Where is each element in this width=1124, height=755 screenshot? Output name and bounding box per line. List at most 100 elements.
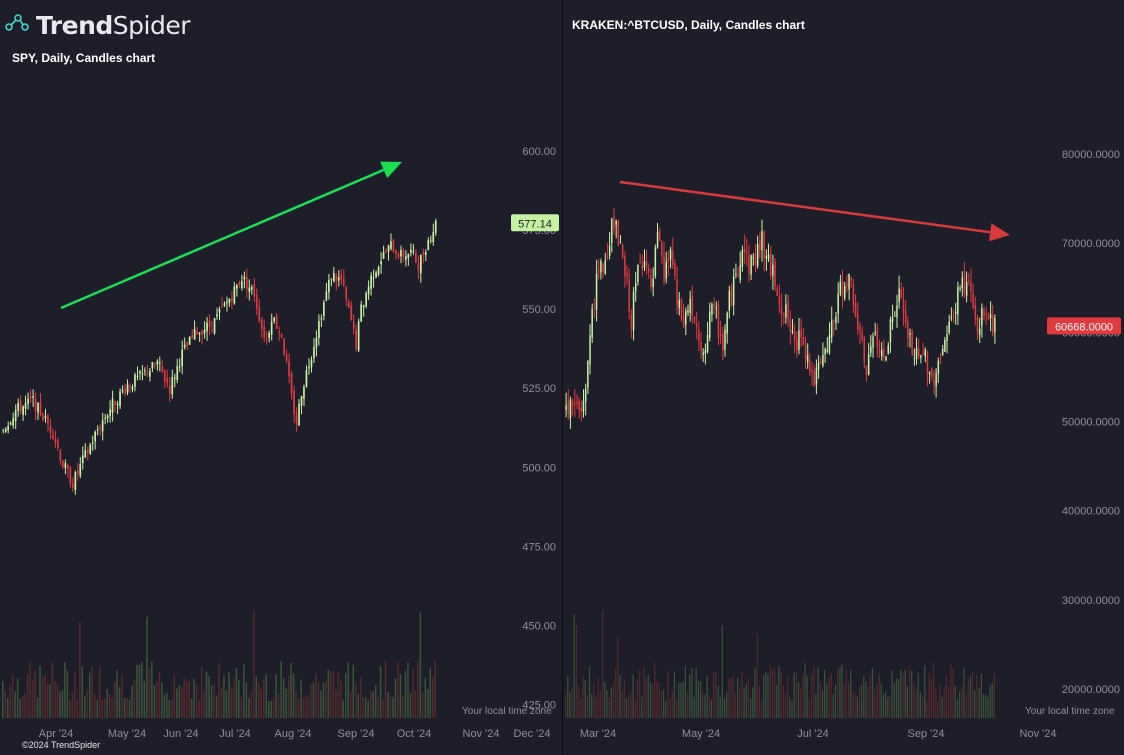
volume-bar bbox=[123, 697, 126, 718]
volume-bar bbox=[66, 671, 69, 718]
candle-body bbox=[126, 384, 129, 393]
candle-body bbox=[922, 353, 924, 355]
btc-chart-title: KRAKEN:^BTCUSD, Daily, Candles chart bbox=[572, 18, 805, 32]
volume-bar bbox=[96, 700, 98, 718]
volume-bar bbox=[71, 692, 74, 718]
candle-body bbox=[743, 248, 746, 252]
candle-body bbox=[139, 371, 141, 374]
candle-body bbox=[141, 373, 144, 375]
candle-body bbox=[270, 321, 273, 335]
candle-body bbox=[208, 319, 211, 327]
candle-body bbox=[258, 306, 261, 322]
candle-body bbox=[328, 280, 330, 293]
volume-bar bbox=[126, 698, 128, 718]
candle-body bbox=[335, 275, 338, 282]
candle-body bbox=[417, 263, 420, 271]
candle-body bbox=[759, 240, 761, 250]
candle-body bbox=[567, 401, 569, 415]
volume-bar bbox=[985, 694, 987, 718]
volume-bar bbox=[671, 691, 673, 718]
volume-bar bbox=[663, 689, 665, 718]
volume-bar bbox=[233, 678, 235, 718]
volume-bar bbox=[210, 685, 213, 718]
x-tick-label: May '24 bbox=[108, 728, 146, 740]
volume-bar bbox=[891, 670, 893, 718]
volume-bar bbox=[791, 701, 793, 718]
volume-bar bbox=[617, 635, 619, 718]
candle-body bbox=[168, 385, 171, 394]
candle-body bbox=[650, 275, 652, 288]
candle-body bbox=[163, 370, 166, 382]
volume-bar bbox=[928, 672, 930, 718]
volume-bar bbox=[414, 690, 417, 718]
candle-body bbox=[76, 470, 79, 474]
last-price-label: 60668.0000 bbox=[1055, 321, 1113, 333]
volume-bar bbox=[704, 694, 706, 718]
volume-bar bbox=[578, 686, 580, 718]
candle-body bbox=[981, 308, 983, 326]
candle-body bbox=[275, 315, 278, 329]
volume-bar bbox=[571, 688, 573, 718]
volume-bar bbox=[7, 697, 9, 718]
candle-body bbox=[885, 356, 887, 361]
candle-body bbox=[809, 359, 811, 373]
candle-body bbox=[62, 460, 64, 467]
volume-bar bbox=[176, 688, 178, 718]
volume-bar bbox=[593, 683, 595, 718]
candle-body bbox=[698, 329, 700, 342]
brand-logo: TrendSpider bbox=[4, 10, 191, 40]
x-tick-label: Oct '24 bbox=[397, 728, 432, 740]
volume-bar bbox=[959, 691, 961, 718]
candle-body bbox=[813, 371, 815, 386]
volume-bar bbox=[250, 691, 253, 718]
candle-body bbox=[643, 261, 646, 268]
volume-bar bbox=[843, 683, 845, 718]
last-price-badge bbox=[1047, 317, 1121, 335]
volume-bar bbox=[880, 683, 882, 718]
x-tick-label: Mar '24 bbox=[580, 728, 616, 740]
volume-bar bbox=[79, 622, 81, 718]
volume-bar bbox=[347, 662, 349, 718]
volume-bar bbox=[417, 663, 419, 718]
candle-body bbox=[737, 274, 739, 277]
volume-bar bbox=[407, 662, 409, 718]
volume-bar bbox=[610, 687, 612, 718]
candle-body bbox=[372, 278, 375, 279]
candle-body bbox=[630, 315, 633, 330]
volume-bar bbox=[402, 695, 404, 718]
volume-bar bbox=[972, 672, 974, 718]
spy-timezone-label[interactable]: Your local time zone bbox=[462, 706, 552, 717]
volume-bar bbox=[739, 688, 741, 718]
candle-body bbox=[928, 372, 931, 374]
candle-body bbox=[131, 386, 134, 390]
volume-bar bbox=[693, 696, 695, 718]
volume-bar bbox=[292, 673, 295, 718]
candle-body bbox=[99, 427, 101, 430]
candle-body bbox=[968, 280, 970, 282]
candle-body bbox=[920, 355, 922, 358]
candle-body bbox=[802, 337, 805, 345]
volume-bar bbox=[852, 692, 854, 718]
candle-body bbox=[846, 283, 848, 286]
candle-body bbox=[924, 349, 926, 357]
volume-bar bbox=[419, 612, 422, 718]
volume-bar bbox=[582, 675, 584, 718]
candle-body bbox=[713, 303, 715, 306]
volume-bar bbox=[919, 692, 921, 718]
candle-body bbox=[7, 425, 9, 431]
volume-bar bbox=[268, 700, 270, 718]
volume-bar bbox=[804, 663, 806, 718]
candle-body bbox=[268, 332, 270, 338]
volume-bar bbox=[367, 700, 369, 718]
btc-timezone-label[interactable]: Your local time zone bbox=[1025, 706, 1115, 717]
candle-body bbox=[915, 347, 918, 359]
x-tick-label: Apr '24 bbox=[39, 728, 74, 740]
candle-body bbox=[345, 287, 348, 300]
volume-bar bbox=[580, 698, 582, 718]
candle-body bbox=[626, 273, 628, 278]
volume-bar bbox=[258, 682, 260, 718]
volume-bar bbox=[86, 690, 88, 718]
candle-body bbox=[49, 426, 52, 433]
candle-body bbox=[74, 472, 77, 490]
